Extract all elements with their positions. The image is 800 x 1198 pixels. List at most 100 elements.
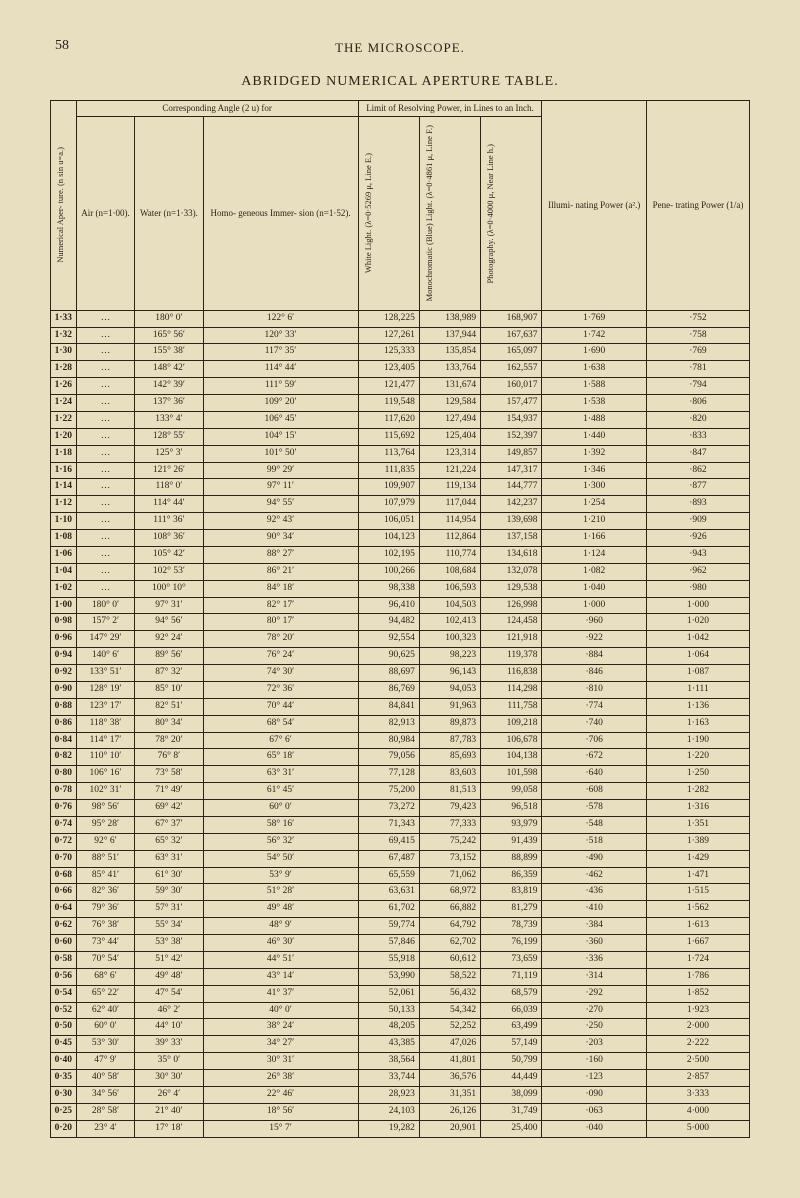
table-cell: 64,792 <box>419 918 480 935</box>
table-row: 0·3540° 58′30° 30′26° 38′33,74436,57644,… <box>51 1070 750 1087</box>
table-cell: 4·000 <box>646 1103 749 1120</box>
table-cell: 125,404 <box>419 428 480 445</box>
table-cell: 91,439 <box>481 833 542 850</box>
table-cell: 94° 55′ <box>203 496 358 513</box>
table-cell: 142° 39′ <box>135 378 203 395</box>
table-cell: 1·30 <box>51 344 77 361</box>
table-row: 0·78102° 31′71° 49′61° 45′75,20081,51399… <box>51 783 750 800</box>
table-cell: 88° 27′ <box>203 546 358 563</box>
table-cell: 128,225 <box>358 310 419 327</box>
table-cell: 77,333 <box>419 816 480 833</box>
table-cell: 1·06 <box>51 546 77 563</box>
table-row: 0·7088° 51′63° 31′54° 50′67,48773,15288,… <box>51 850 750 867</box>
table-cell: 61° 30′ <box>135 867 203 884</box>
table-row: 1·33…180° 0′122° 6′128,225138,989168,907… <box>51 310 750 327</box>
table-cell: ·672 <box>542 749 646 766</box>
table-row: 0·5870° 54′51° 42′44° 51′55,91860,61273,… <box>51 951 750 968</box>
table-cell: 48,205 <box>358 1019 419 1036</box>
table-cell: 46° 2′ <box>135 1002 203 1019</box>
table-cell: 1·667 <box>646 935 749 952</box>
table-cell: 53° 30′ <box>76 1036 135 1053</box>
table-cell: 1·32 <box>51 327 77 344</box>
table-cell: 98° 56′ <box>76 800 135 817</box>
table-cell: 92° 43′ <box>203 513 358 530</box>
table-cell: 0·98 <box>51 614 77 631</box>
table-cell: 100,323 <box>419 631 480 648</box>
table-row: 1·10…111° 36′92° 43′106,051114,954139,69… <box>51 513 750 530</box>
table-cell: 91,963 <box>419 698 480 715</box>
table-cell: ·884 <box>542 648 646 665</box>
table-cell: 72° 36′ <box>203 681 358 698</box>
running-head: THE MICROSCOPE. <box>50 40 750 56</box>
table-cell: 1·16 <box>51 462 77 479</box>
table-cell: 0·40 <box>51 1053 77 1070</box>
table-cell: 1·136 <box>646 698 749 715</box>
table-row: 1·20…128° 55′104° 15′115,692125,404152,3… <box>51 428 750 445</box>
table-cell: 98,338 <box>358 580 419 597</box>
table-cell: ·820 <box>646 411 749 428</box>
table-cell: 85° 10′ <box>135 681 203 698</box>
table-cell: 62,702 <box>419 935 480 952</box>
table-cell: 71,343 <box>358 816 419 833</box>
table-cell: 44° 51′ <box>203 951 358 968</box>
table-cell: ·962 <box>646 563 749 580</box>
table-cell: 33,744 <box>358 1070 419 1087</box>
table-cell: 129,584 <box>419 395 480 412</box>
table-cell: 82° 51′ <box>135 698 203 715</box>
table-cell: ·774 <box>542 698 646 715</box>
table-cell: 1·10 <box>51 513 77 530</box>
table-cell: 127,494 <box>419 411 480 428</box>
table-cell: ·740 <box>542 715 646 732</box>
table-cell: 1·020 <box>646 614 749 631</box>
table-cell: 1·786 <box>646 968 749 985</box>
table-cell: 101,598 <box>481 766 542 783</box>
col-illum: Illumi- nating Power (a².) <box>542 101 646 311</box>
table-cell: 96,518 <box>481 800 542 817</box>
table-cell: 109,907 <box>358 479 419 496</box>
table-cell: ·862 <box>646 462 749 479</box>
table-cell: 51° 42′ <box>135 951 203 968</box>
table-cell: 0·72 <box>51 833 77 850</box>
table-cell: 68,972 <box>419 884 480 901</box>
table-cell: 31,749 <box>481 1103 542 1120</box>
table-cell: 75,242 <box>419 833 480 850</box>
table-cell: 147,317 <box>481 462 542 479</box>
table-cell: 65° 32′ <box>135 833 203 850</box>
table-cell: 0·86 <box>51 715 77 732</box>
table-cell: 61,702 <box>358 901 419 918</box>
table-cell: ·752 <box>646 310 749 327</box>
table-cell: 100,266 <box>358 563 419 580</box>
table-cell: 0·80 <box>51 766 77 783</box>
table-cell: 119,378 <box>481 648 542 665</box>
table-cell: 82° 36′ <box>76 884 135 901</box>
table-cell: 0·92 <box>51 665 77 682</box>
table-cell: 40° 0′ <box>203 1002 358 1019</box>
table-cell: 49° 48′ <box>135 968 203 985</box>
table-cell: 59,774 <box>358 918 419 935</box>
table-cell: … <box>76 428 135 445</box>
table-cell: 63,499 <box>481 1019 542 1036</box>
table-cell: 47° 54′ <box>135 985 203 1002</box>
table-cell: 41° 37′ <box>203 985 358 1002</box>
table-cell: ·548 <box>542 816 646 833</box>
table-row: 1·06…105° 42′88° 27′102,195110,774134,61… <box>51 546 750 563</box>
table-cell: 34° 27′ <box>203 1036 358 1053</box>
table-cell: 81,513 <box>419 783 480 800</box>
table-cell: 1·042 <box>646 631 749 648</box>
table-cell: ·203 <box>542 1036 646 1053</box>
table-cell: 82° 17′ <box>203 597 358 614</box>
table-cell: 87° 32′ <box>135 665 203 682</box>
table-cell: 67° 6′ <box>203 732 358 749</box>
table-cell: 92,554 <box>358 631 419 648</box>
table-cell: 135,854 <box>419 344 480 361</box>
table-cell: 1·429 <box>646 850 749 867</box>
table-cell: 106° 45′ <box>203 411 358 428</box>
table-cell: … <box>76 411 135 428</box>
table-cell: 55° 34′ <box>135 918 203 935</box>
table-row: 0·96147° 29′92° 24′78° 20′92,554100,3231… <box>51 631 750 648</box>
table-cell: 77,128 <box>358 766 419 783</box>
table-cell: 94° 56′ <box>135 614 203 631</box>
table-cell: 73° 58′ <box>135 766 203 783</box>
table-cell: 58° 16′ <box>203 816 358 833</box>
table-cell: 106° 16′ <box>76 766 135 783</box>
